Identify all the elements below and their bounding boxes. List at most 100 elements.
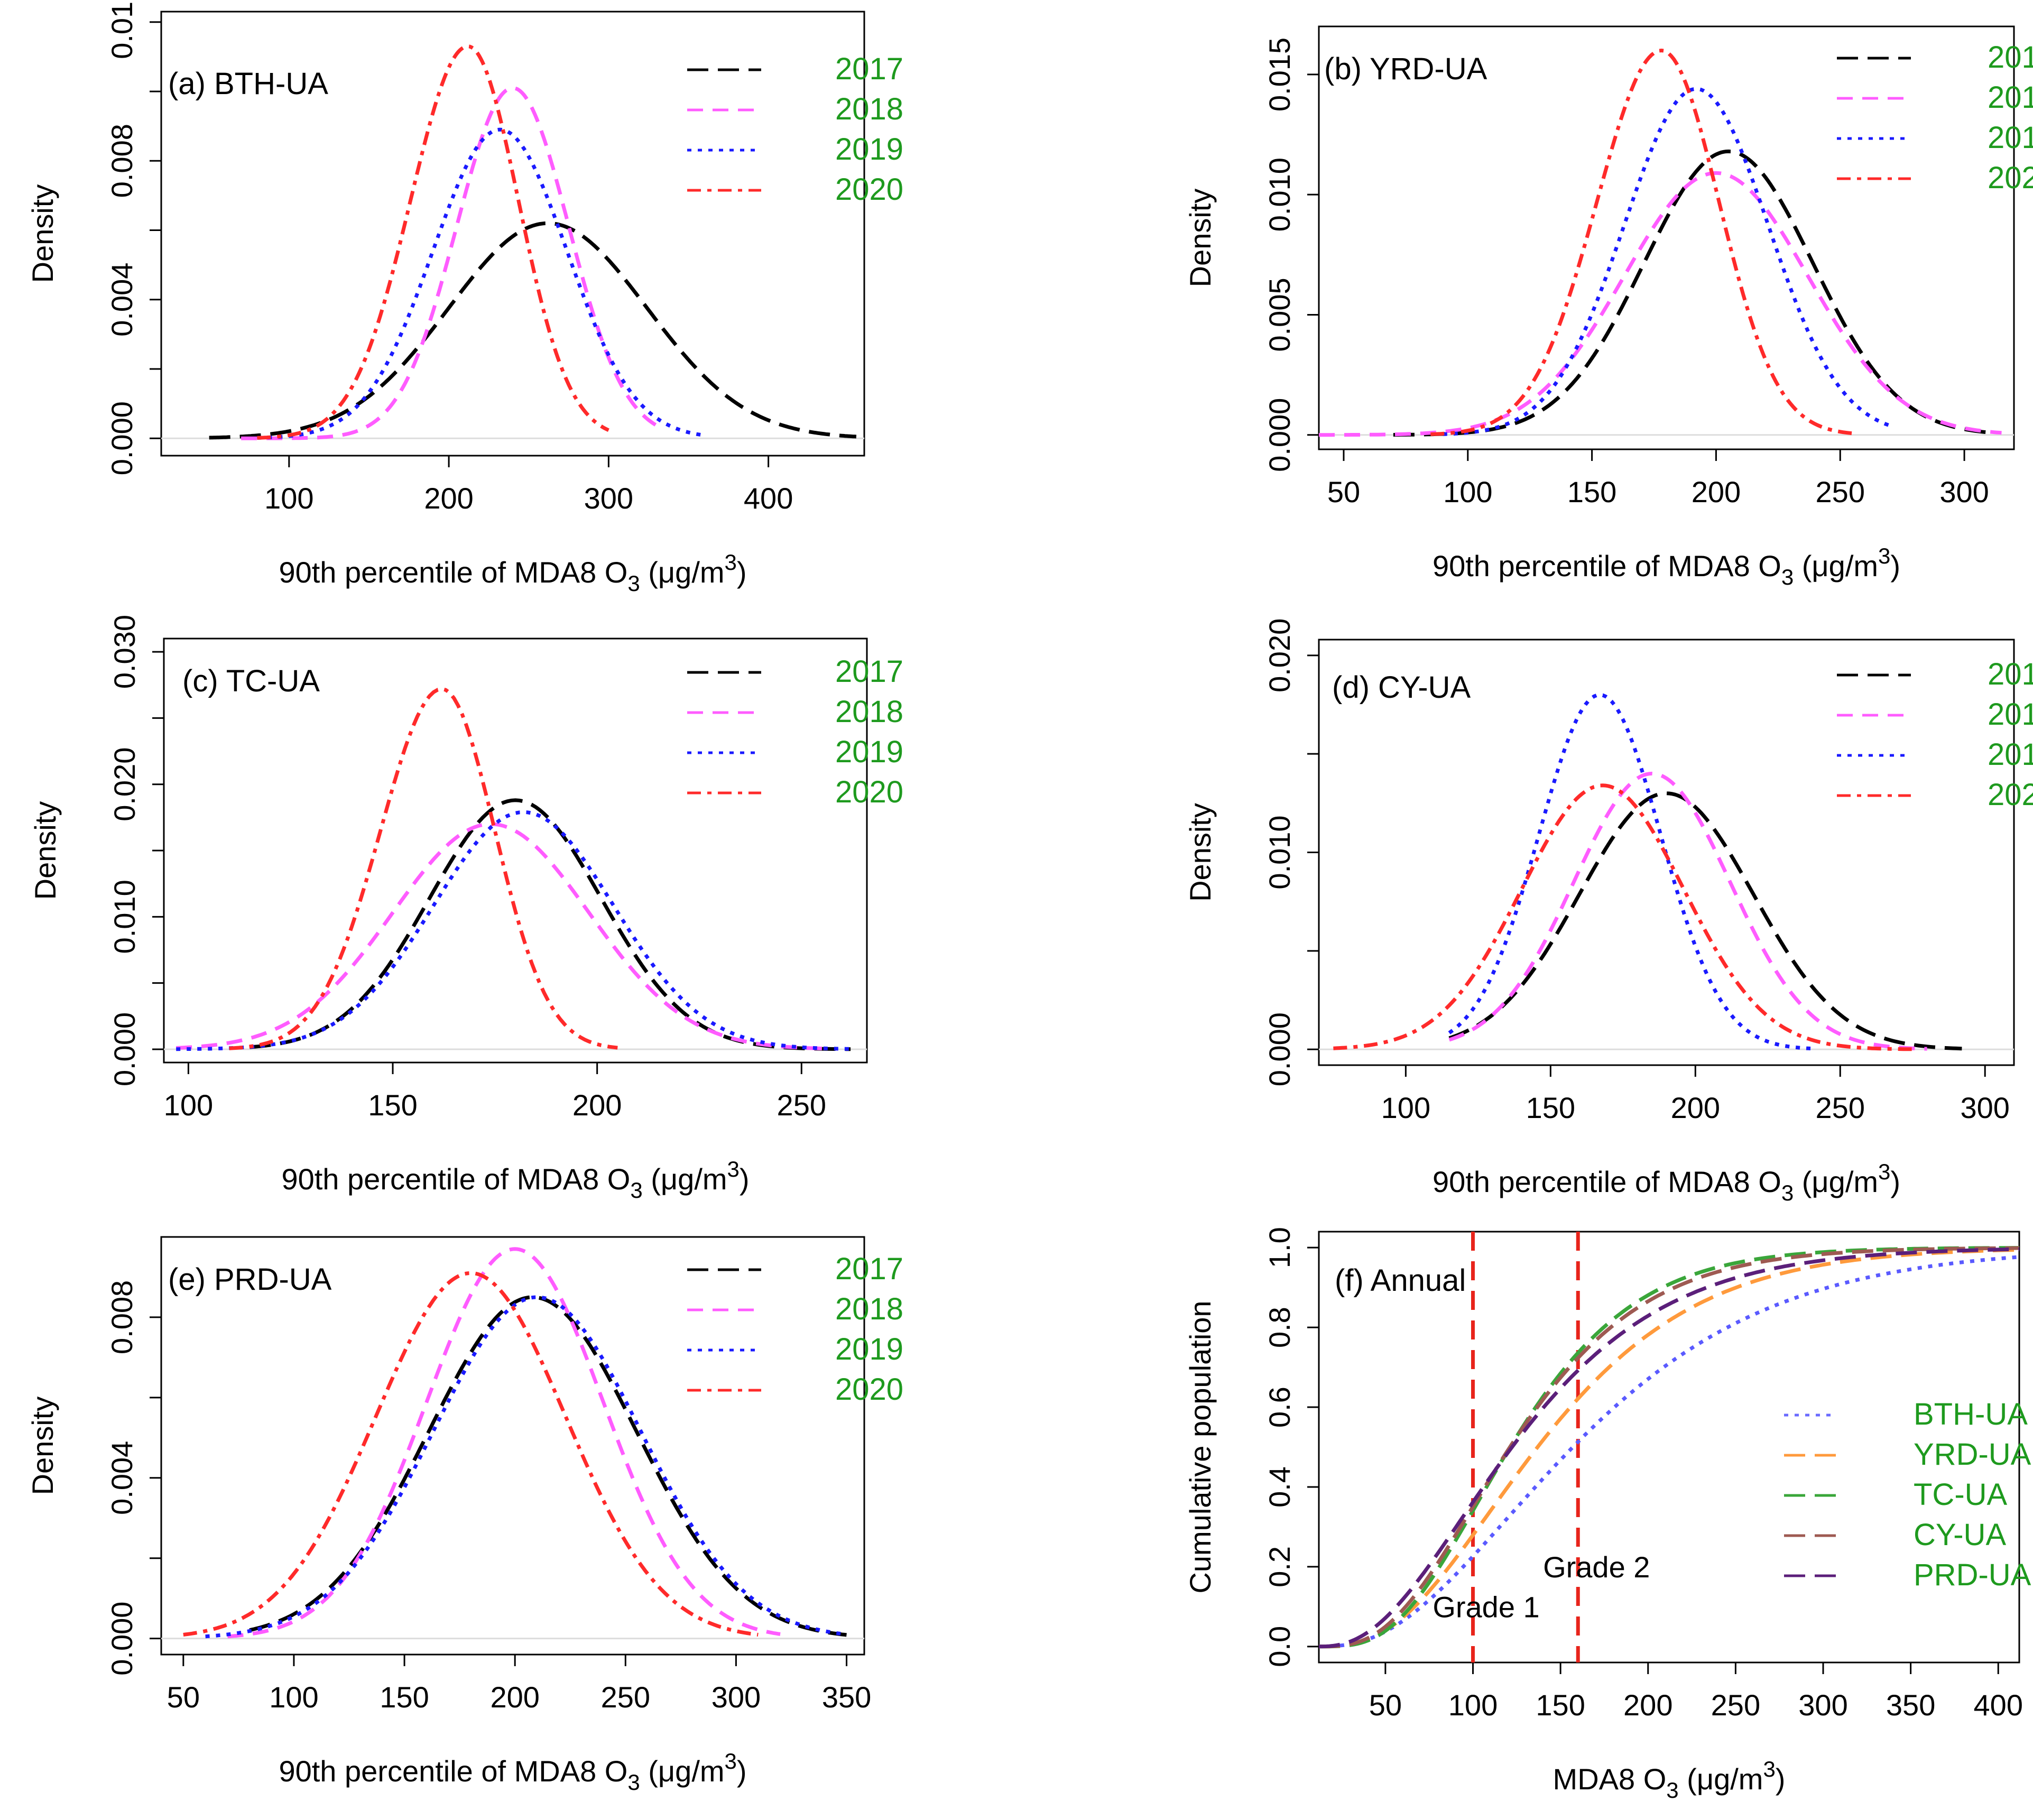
series-line-2019 xyxy=(176,810,851,1051)
y-tick-label: 0.6 xyxy=(1263,1387,1296,1428)
plot-frame xyxy=(1318,1231,2020,1664)
y-tick-label: 0.004 xyxy=(105,263,138,337)
x-tick-label: 200 xyxy=(572,1088,622,1122)
x-tick-label: 350 xyxy=(1886,1688,1935,1722)
y-tick-label: 0.000 xyxy=(105,1602,138,1676)
series-line-cy-ua xyxy=(1319,1246,2020,1649)
x-tick-label: 300 xyxy=(1960,1091,2009,1124)
x-tick-label: 300 xyxy=(584,482,633,515)
y-axis-title: Density xyxy=(26,1397,59,1495)
series-line-2017 xyxy=(1448,791,1962,1051)
x-tick-label: 300 xyxy=(1798,1688,1847,1722)
y-tick-label: 0.020 xyxy=(108,747,141,821)
legend-label: 2018 xyxy=(835,1292,903,1326)
series-line-2017 xyxy=(1393,149,1990,437)
y-tick-label: 0.010 xyxy=(1263,815,1296,889)
x-tick-label: 250 xyxy=(1816,1091,1865,1124)
x-tick-label: 200 xyxy=(1692,475,1741,509)
x-tick-label: 200 xyxy=(424,482,473,515)
legend-label: 2017 xyxy=(835,654,903,689)
panel-e: 50 100 150 200 250 300 350 0.000 0.004 0.008 90th … xyxy=(26,1236,903,1795)
series-line-2020 xyxy=(1333,783,1913,1051)
x-tick-label: 50 xyxy=(1327,475,1360,509)
legend-label: PRD-UA xyxy=(1914,1558,2031,1592)
y-tick-label: 0.008 xyxy=(105,1280,138,1354)
legend-label: 2017 xyxy=(1988,40,2033,75)
series-line-2020 xyxy=(1430,48,1853,436)
y-axis-title: Density xyxy=(1184,189,1217,288)
legend-label: 2020 xyxy=(835,1372,903,1407)
x-tick-label: 100 xyxy=(1448,1688,1498,1722)
series-line-2018 xyxy=(1448,771,1927,1051)
x-tick-label: 150 xyxy=(1536,1688,1585,1722)
y-tick-label: 0.000 xyxy=(1263,398,1296,472)
x-tick-label: 150 xyxy=(368,1088,417,1122)
plot-frame xyxy=(1318,25,2015,450)
series-line-tc-ua xyxy=(1319,1246,2019,1649)
x-tick-label: 400 xyxy=(1974,1688,2023,1722)
y-axis-title: Density xyxy=(29,801,62,900)
x-tick-label: 200 xyxy=(490,1680,539,1714)
series-line-2019 xyxy=(205,1295,847,1639)
legend-label: 2019 xyxy=(1988,121,2033,155)
legend-label: 2020 xyxy=(835,172,903,207)
legend-label: 2019 xyxy=(835,1332,903,1366)
panel-label: (d) CY-UA xyxy=(1332,670,1471,705)
grade-label: Grade 1 xyxy=(1433,1590,1539,1623)
y-tick-label: 0.000 xyxy=(108,1012,141,1086)
y-tick-label: 0.000 xyxy=(1263,1012,1296,1086)
plot-frame xyxy=(163,638,868,1064)
x-tick-label: 250 xyxy=(777,1088,826,1122)
y-tick-label: 0.004 xyxy=(105,1441,138,1515)
x-tick-label: 100 xyxy=(269,1680,318,1714)
legend-label: 2018 xyxy=(1988,80,2033,115)
legend-label: BTH-UA xyxy=(1914,1397,2028,1431)
panel-d: 100 150 200 250 300 0.000 0.010 0.020 90th perce… xyxy=(1184,618,2033,1205)
x-tick-label: 150 xyxy=(1526,1091,1575,1124)
series-line-2018 xyxy=(176,822,822,1050)
legend-label: 2017 xyxy=(835,52,903,86)
y-tick-label: 0.2 xyxy=(1263,1546,1296,1587)
y-tick-label: 0.012 xyxy=(105,0,138,59)
x-tick-label: 300 xyxy=(1939,475,1989,509)
series-line-2020 xyxy=(183,1271,759,1637)
panel-label: (c) TC-UA xyxy=(182,664,320,698)
panel-label: (b) YRD-UA xyxy=(1324,52,1487,86)
x-tick-label: 250 xyxy=(1816,475,1865,509)
x-axis-title: 90th percentile of MDA8 O3 (μg/m3) xyxy=(281,1157,749,1203)
y-tick-label: 0.030 xyxy=(108,615,141,689)
x-tick-label: 50 xyxy=(167,1680,200,1714)
panel-label: (a) BTH-UA xyxy=(168,67,328,101)
panel-label: (f) Annual xyxy=(1335,1263,1466,1298)
legend-label: YRD-UA xyxy=(1914,1437,2031,1472)
x-tick-label: 200 xyxy=(1623,1688,1672,1722)
legend-label: 2018 xyxy=(835,695,903,729)
legend-label: 2020 xyxy=(1988,161,2033,195)
x-tick-label: 150 xyxy=(1567,475,1616,509)
y-axis-title: Cumulative population xyxy=(1184,1300,1217,1593)
series-line-2019 xyxy=(257,127,705,440)
x-tick-label: 100 xyxy=(1381,1091,1430,1124)
x-axis-title: 90th percentile of MDA8 O3 (μg/m3) xyxy=(279,550,746,596)
legend-label: 2019 xyxy=(835,132,903,167)
legend-label: TC-UA xyxy=(1914,1477,2008,1512)
x-tick-label: 200 xyxy=(1671,1091,1720,1124)
plot-frame xyxy=(160,11,865,457)
legend-label: 2018 xyxy=(1988,697,2033,732)
panel-b: 50 100 150 200 250 300 0.000 0.005 0.010 0.015 90t… xyxy=(1184,25,2033,589)
legend-label: 2019 xyxy=(1988,737,2033,772)
y-tick-label: 0.000 xyxy=(105,401,138,475)
panel-label: (e) PRD-UA xyxy=(168,1262,332,1297)
series-line-2017 xyxy=(209,221,857,440)
grade-label: Grade 2 xyxy=(1543,1550,1650,1584)
series-line-2019 xyxy=(1448,692,1812,1051)
y-tick-label: 0.8 xyxy=(1263,1307,1296,1348)
legend-label: CY-UA xyxy=(1914,1518,2006,1552)
x-axis-title: 90th percentile of MDA8 O3 (μg/m3) xyxy=(1433,543,1900,589)
y-tick-label: 0.005 xyxy=(1263,278,1296,352)
x-tick-label: 50 xyxy=(1369,1688,1402,1722)
series-line-yrd-ua xyxy=(1319,1248,2020,1649)
x-axis-title: MDA8 O3 (μg/m3) xyxy=(1553,1757,1786,1803)
y-tick-label: 1.0 xyxy=(1263,1227,1296,1268)
series-line-2018 xyxy=(1319,171,2002,437)
